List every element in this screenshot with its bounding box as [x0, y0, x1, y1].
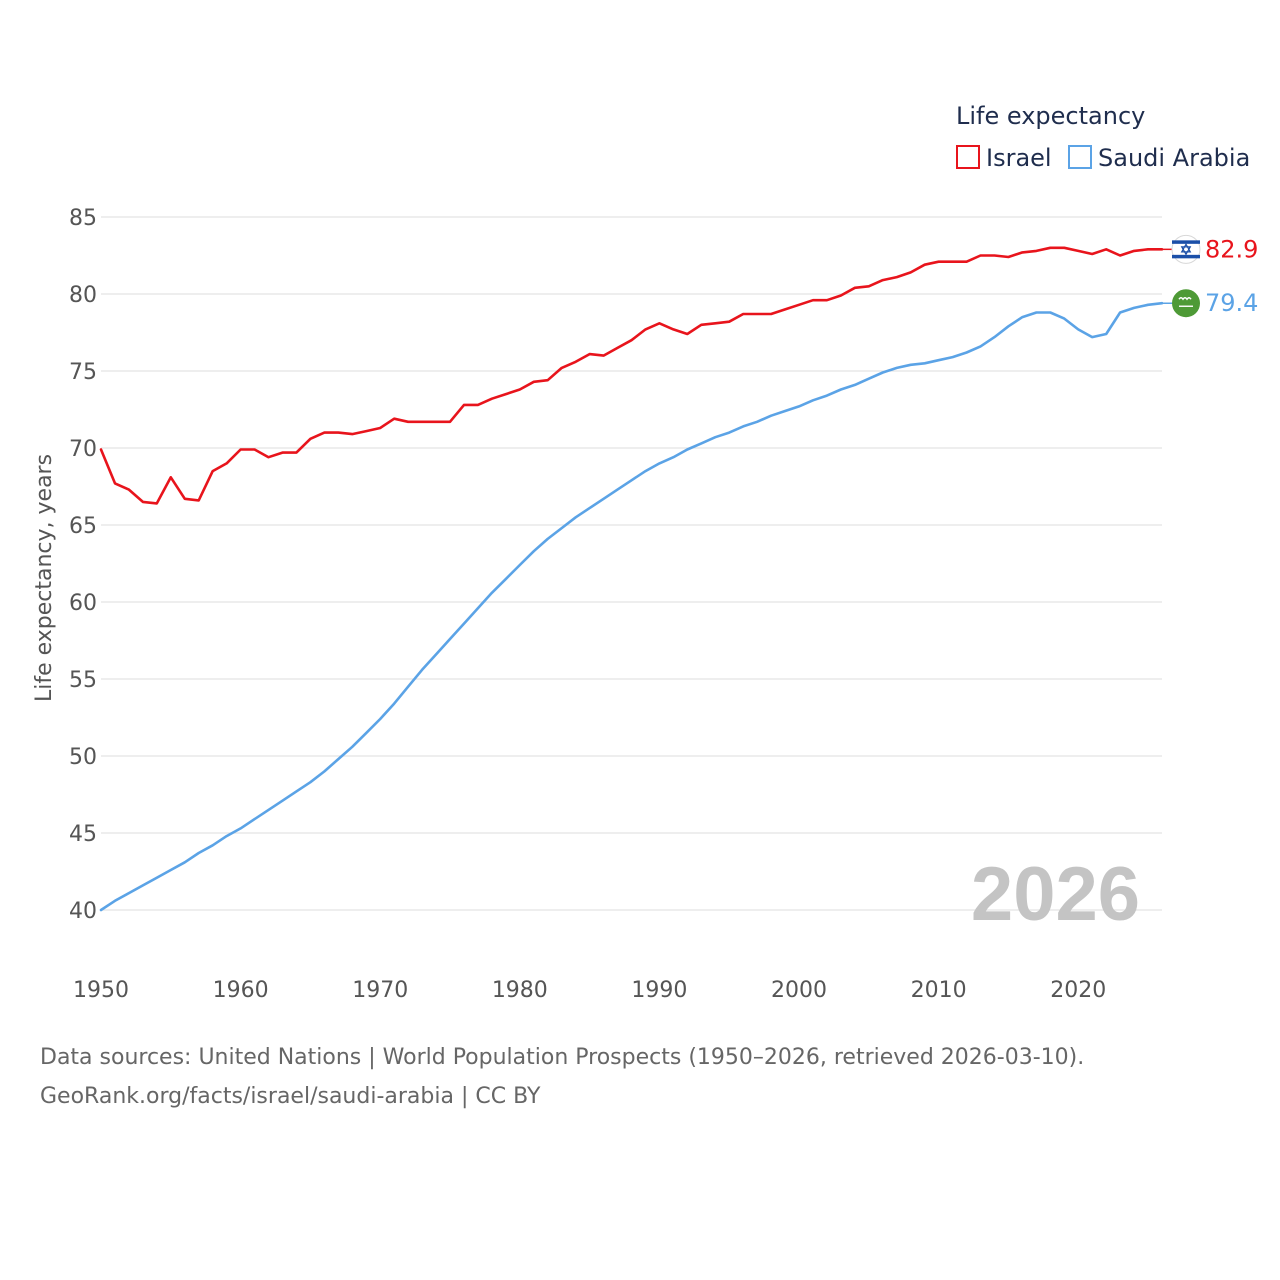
x-tick-label: 1950 [73, 978, 129, 1003]
legend-label-israel[interactable]: Israel [986, 144, 1052, 172]
end-value-label: 79.4 [1205, 289, 1258, 317]
legend-label-saudi-arabia[interactable]: Saudi Arabia [1098, 144, 1250, 172]
y-tick-label: 45 [69, 822, 97, 847]
life-expectancy-chart: 40 45 50 55 60 65 70 75 80 85 1950 1960 1970 1980 199… [32, 102, 1258, 1003]
data-source-note: Data sources: United Nations | World Pop… [40, 1045, 1085, 1070]
end-value-label: 82.9 [1205, 235, 1258, 263]
saudi-arabia-flag-icon [1172, 289, 1200, 318]
credit-line: GeoRank.org/facts/israel/saudi-arabia | … [40, 1084, 541, 1109]
x-tick-label: 1980 [492, 978, 548, 1003]
x-tick-label: 2000 [771, 978, 827, 1003]
x-tick-label: 2020 [1050, 978, 1106, 1003]
legend-title: Life expectancy [956, 102, 1145, 130]
y-tick-label: 70 [69, 437, 97, 462]
y-tick-label: 50 [69, 745, 97, 770]
legend[interactable]: Life expectancy Israel Saudi Arabia [956, 102, 1250, 172]
series-lines [99, 246, 1164, 912]
x-tick-label: 1960 [213, 978, 269, 1003]
israel-flag-icon [1171, 234, 1201, 264]
x-tick-label: 2010 [911, 978, 967, 1003]
x-axis-ticks: 1950 1960 1970 1980 1990 2000 2010 2020 [73, 978, 1106, 1003]
y-tick-label: 60 [69, 591, 97, 616]
x-tick-label: 1970 [352, 978, 408, 1003]
y-tick-label: 85 [69, 206, 97, 231]
y-axis-ticks: 40 45 50 55 60 65 70 75 80 85 [69, 206, 97, 924]
current-year-watermark: 2026 [971, 852, 1140, 937]
y-tick-label: 80 [69, 283, 97, 308]
y-tick-label: 55 [69, 668, 97, 693]
series-line-saudi-arabia[interactable] [99, 301, 1164, 912]
y-axis-title: Life expectancy, years [32, 454, 57, 702]
y-tick-label: 40 [69, 899, 97, 924]
y-tick-label: 65 [69, 514, 97, 539]
grid-lines [101, 216, 1162, 911]
y-tick-label: 75 [69, 360, 97, 385]
x-tick-label: 1990 [631, 978, 687, 1003]
legend-swatch-israel[interactable] [956, 145, 980, 169]
series-line-israel[interactable] [99, 246, 1164, 505]
legend-swatch-saudi-arabia[interactable] [1068, 145, 1092, 169]
series-end-markers: 82.9 79.4 [1162, 234, 1258, 318]
